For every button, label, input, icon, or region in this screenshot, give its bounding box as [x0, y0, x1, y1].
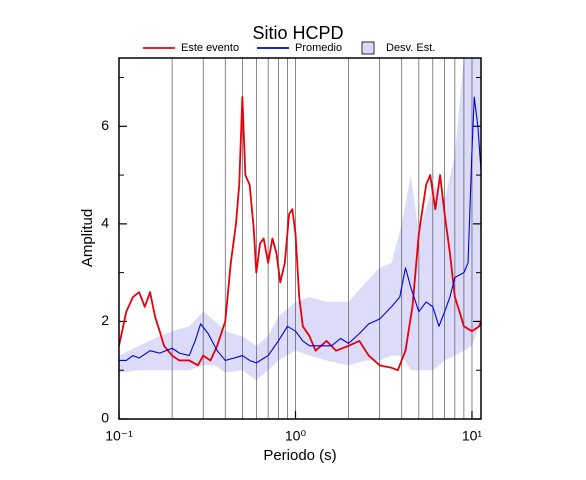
legend-label: Promedio [295, 42, 342, 54]
legend-label: Este evento [181, 42, 239, 54]
plot-frame [118, 57, 482, 420]
line-layer [119, 96, 481, 372]
y-tick-label: 0 [101, 410, 109, 426]
std-band [119, 58, 481, 380]
x-tick-label: 10⁻¹ [105, 428, 133, 444]
series-line [119, 96, 481, 364]
series-line [119, 96, 481, 372]
y-tick-label: 4 [101, 215, 109, 231]
y-tick-label: 2 [101, 312, 109, 328]
chart-title: Sitio HCPD [252, 23, 343, 43]
band-layer [119, 58, 481, 380]
y-tick-label: 6 [101, 117, 109, 133]
y-axis-label: Amplitud [79, 209, 96, 267]
x-tick-label: 10⁰ [285, 428, 307, 444]
legend-swatch [361, 41, 375, 55]
x-axis-label: Periodo (s) [263, 447, 336, 464]
legend-label: Desv. Est. [386, 42, 435, 54]
x-tick-label: 10¹ [462, 428, 483, 444]
